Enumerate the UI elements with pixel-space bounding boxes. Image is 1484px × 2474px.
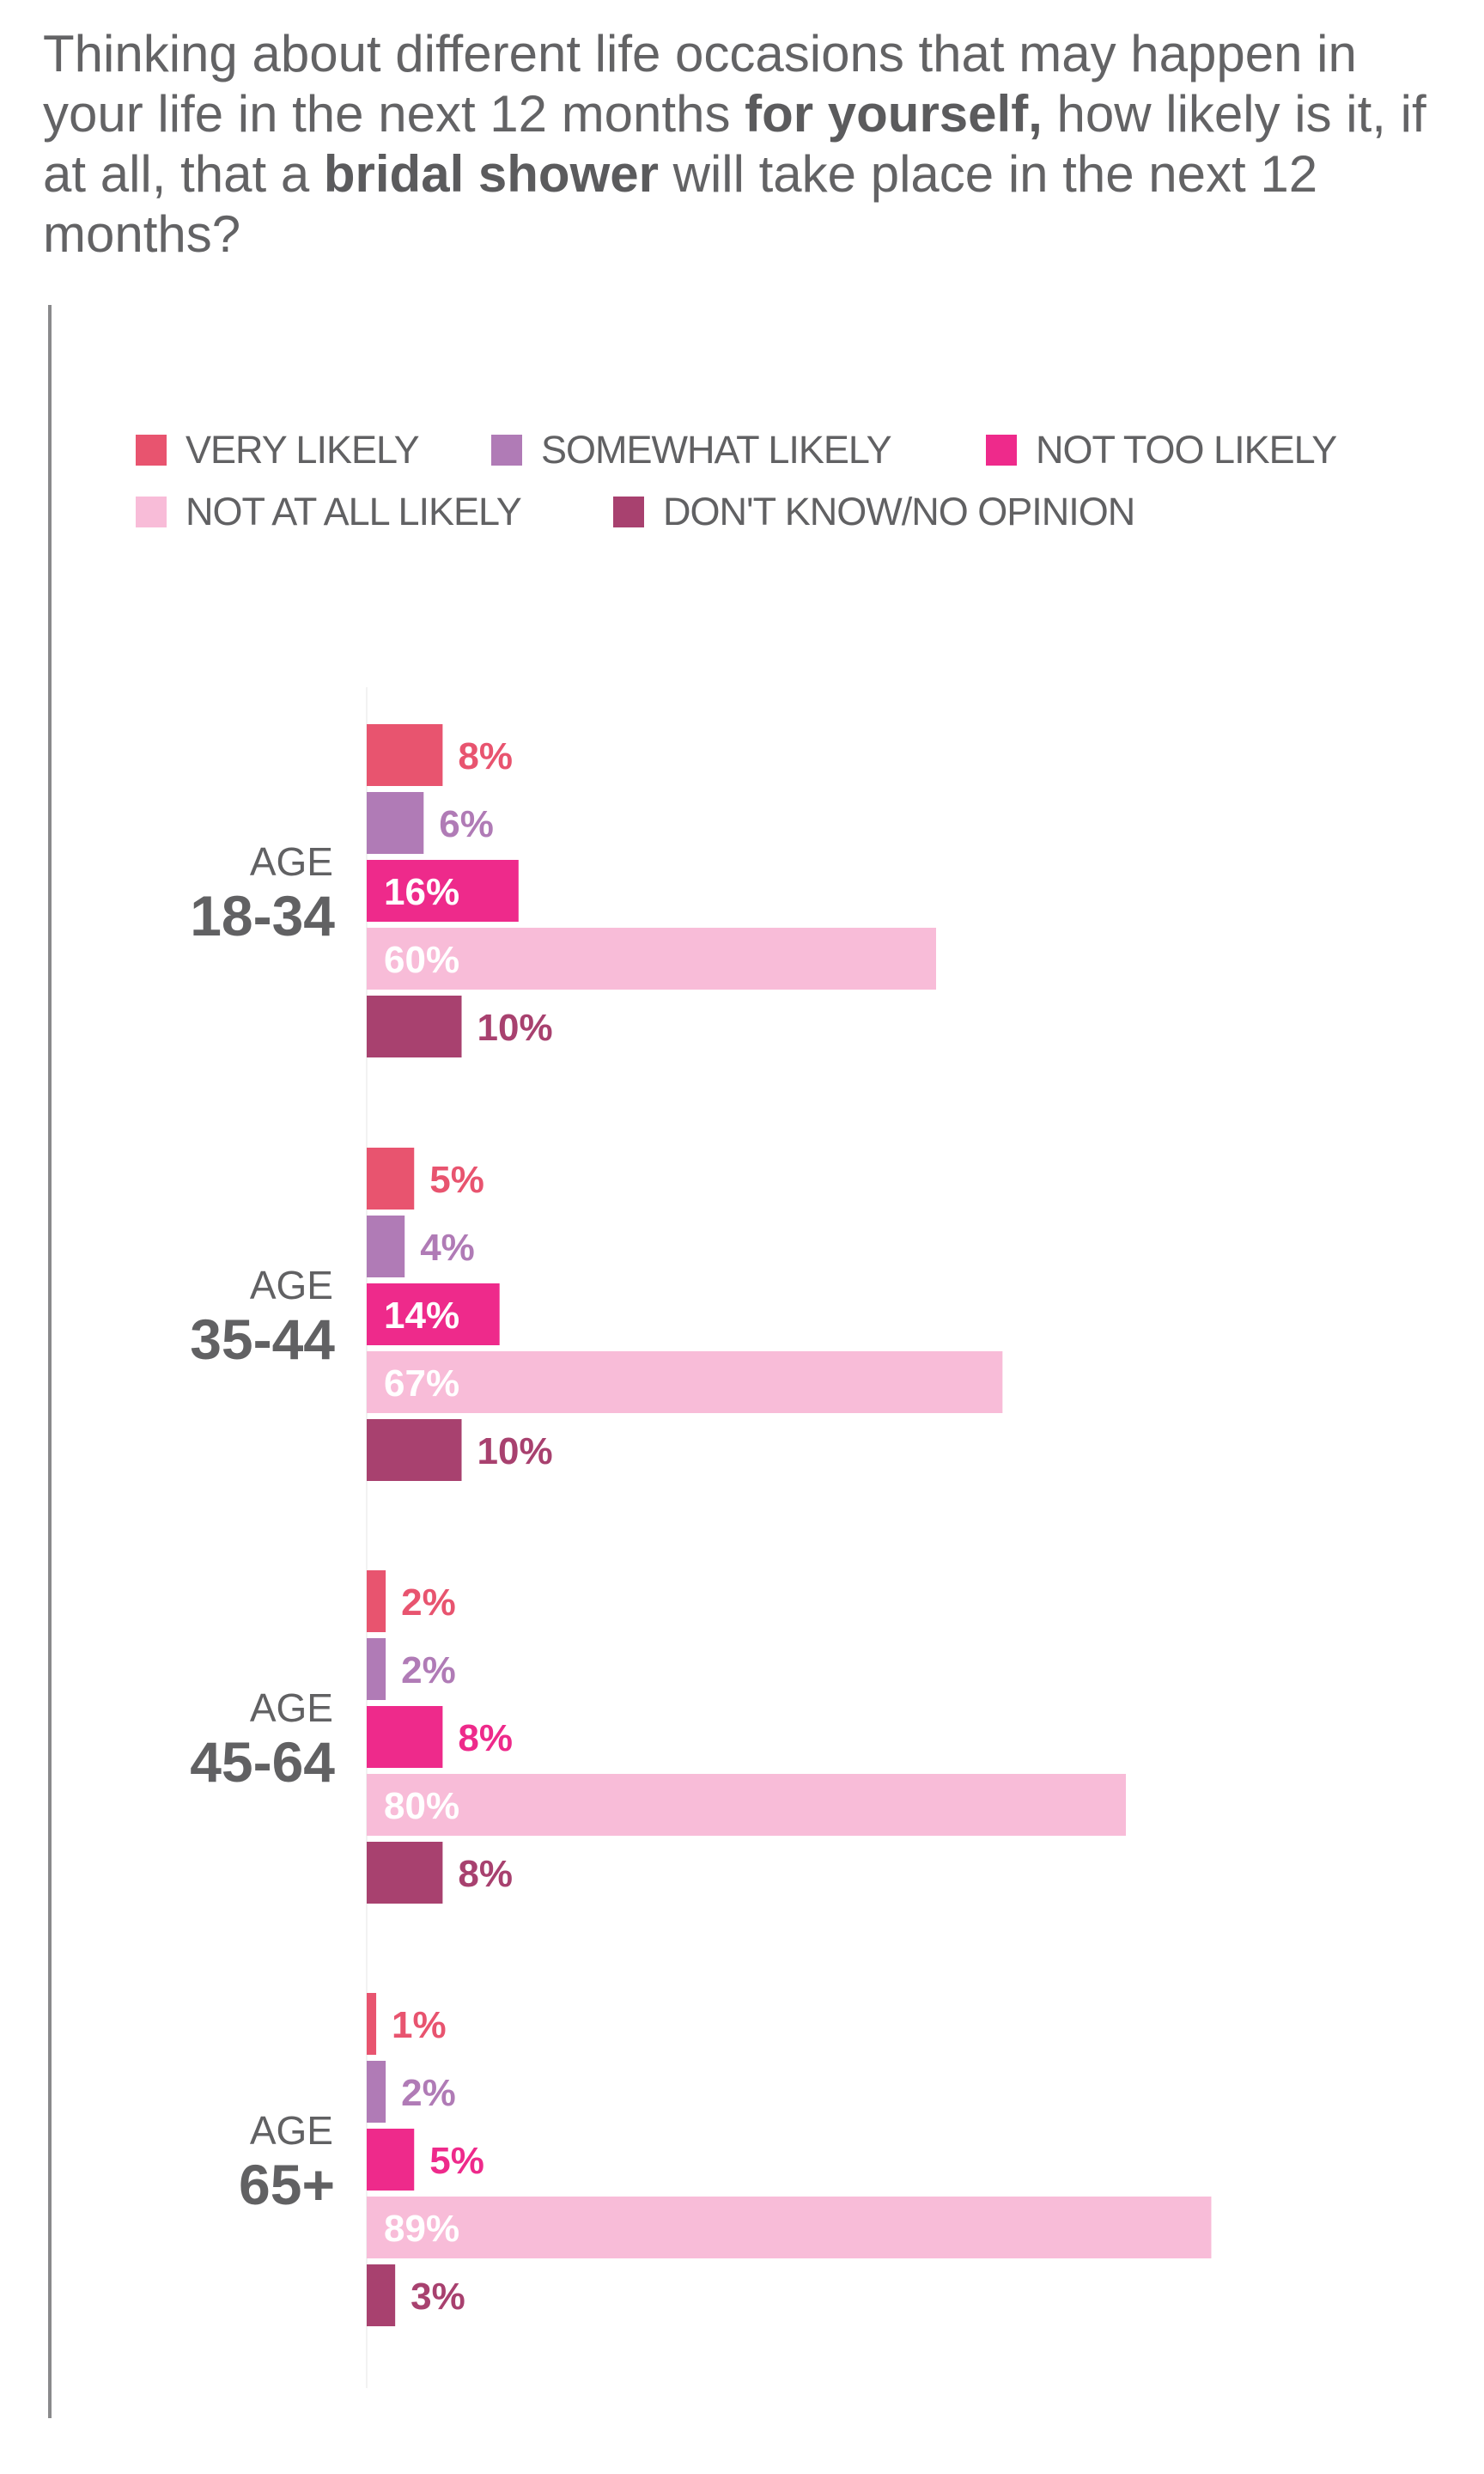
data-label: 10% (477, 1430, 553, 1472)
legend-label-very-likely: VERY LIKELY (186, 428, 420, 472)
category-label-range: 45-64 (190, 1730, 335, 1794)
bar (367, 1842, 443, 1904)
bar (367, 1419, 462, 1481)
data-label: 5% (429, 2140, 484, 2182)
legend-swatch-not-at-all-likely (136, 497, 167, 527)
data-label: 5% (429, 1159, 484, 1201)
legend-item-not-at-all-likely: NOT AT ALL LIKELY (136, 481, 522, 543)
bar (367, 1774, 1126, 1836)
chart-title: Thinking about different life occasions … (43, 24, 1451, 265)
bar (367, 1570, 386, 1632)
data-label: 4% (420, 1227, 475, 1269)
bar (367, 724, 443, 786)
data-label: 3% (411, 2276, 465, 2318)
legend-row-1: VERY LIKELY SOMEWHAT LIKELY NOT TOO LIKE… (136, 419, 1441, 481)
category-label-prefix: AGE (250, 2108, 333, 2153)
bar (367, 1283, 500, 1345)
data-label: 60% (384, 939, 459, 981)
legend: VERY LIKELY SOMEWHAT LIKELY NOT TOO LIKE… (136, 419, 1441, 543)
legend-swatch-very-likely (136, 435, 167, 466)
title-text-1: Thinking about different life occasions … (43, 25, 1357, 143)
bar (367, 860, 519, 922)
data-label: 14% (384, 1295, 459, 1337)
data-label: 10% (477, 1007, 553, 1049)
bar (367, 928, 936, 990)
bar (367, 2264, 396, 2326)
data-label: 6% (439, 803, 494, 845)
data-label: 67% (384, 1362, 459, 1405)
bar (367, 1993, 377, 2055)
bar (367, 2129, 415, 2191)
legend-item-dont-know: DON'T KNOW/NO OPINION (613, 481, 1135, 543)
category-label-prefix: AGE (250, 1685, 333, 1730)
bar (367, 1706, 443, 1768)
left-border-rule (48, 305, 52, 2418)
legend-swatch-not-too-likely (986, 435, 1017, 466)
title-bold-2: bridal shower (323, 145, 659, 203)
legend-swatch-somewhat-likely (491, 435, 522, 466)
bar (367, 1351, 1003, 1413)
data-label: 2% (401, 1649, 456, 1691)
data-label: 2% (401, 1581, 456, 1624)
category-label-prefix: AGE (250, 839, 333, 884)
legend-row-2: NOT AT ALL LIKELY DON'T KNOW/NO OPINION (136, 481, 1441, 543)
legend-label-not-at-all-likely: NOT AT ALL LIKELY (186, 490, 522, 533)
data-label: 8% (458, 1853, 513, 1895)
bar (367, 1638, 386, 1700)
legend-item-somewhat-likely: SOMEWHAT LIKELY (491, 419, 892, 481)
legend-swatch-dont-know (613, 497, 644, 527)
title-bold-1: for yourself, (745, 85, 1043, 143)
data-label: 80% (384, 1785, 459, 1827)
legend-item-very-likely: VERY LIKELY (136, 419, 420, 481)
legend-label-not-too-likely: NOT TOO LIKELY (1036, 428, 1337, 472)
category-label-range: 35-44 (190, 1307, 335, 1371)
data-label: 89% (384, 2208, 459, 2250)
bar (367, 2061, 386, 2123)
category-label-range: 65+ (239, 2153, 335, 2216)
data-label: 1% (392, 2004, 447, 2046)
category-label-prefix: AGE (250, 1263, 333, 1307)
category-label-range: 18-34 (190, 884, 335, 948)
legend-item-not-too-likely: NOT TOO LIKELY (986, 419, 1337, 481)
title-text-2: how likely is it, if at all, that a (43, 85, 1426, 203)
bar (367, 996, 462, 1057)
bar (367, 2197, 1212, 2258)
legend-label-somewhat-likely: SOMEWHAT LIKELY (541, 428, 892, 472)
data-label: 8% (458, 735, 513, 777)
legend-label-dont-know: DON'T KNOW/NO OPINION (663, 490, 1135, 533)
title-text-3: will take place in the next 12 months? (43, 145, 1318, 263)
bar (367, 1148, 415, 1210)
data-label: 2% (401, 2072, 456, 2114)
bar (367, 792, 424, 854)
data-label: 16% (384, 871, 459, 913)
bar (367, 1216, 405, 1277)
data-label: 8% (458, 1717, 513, 1759)
